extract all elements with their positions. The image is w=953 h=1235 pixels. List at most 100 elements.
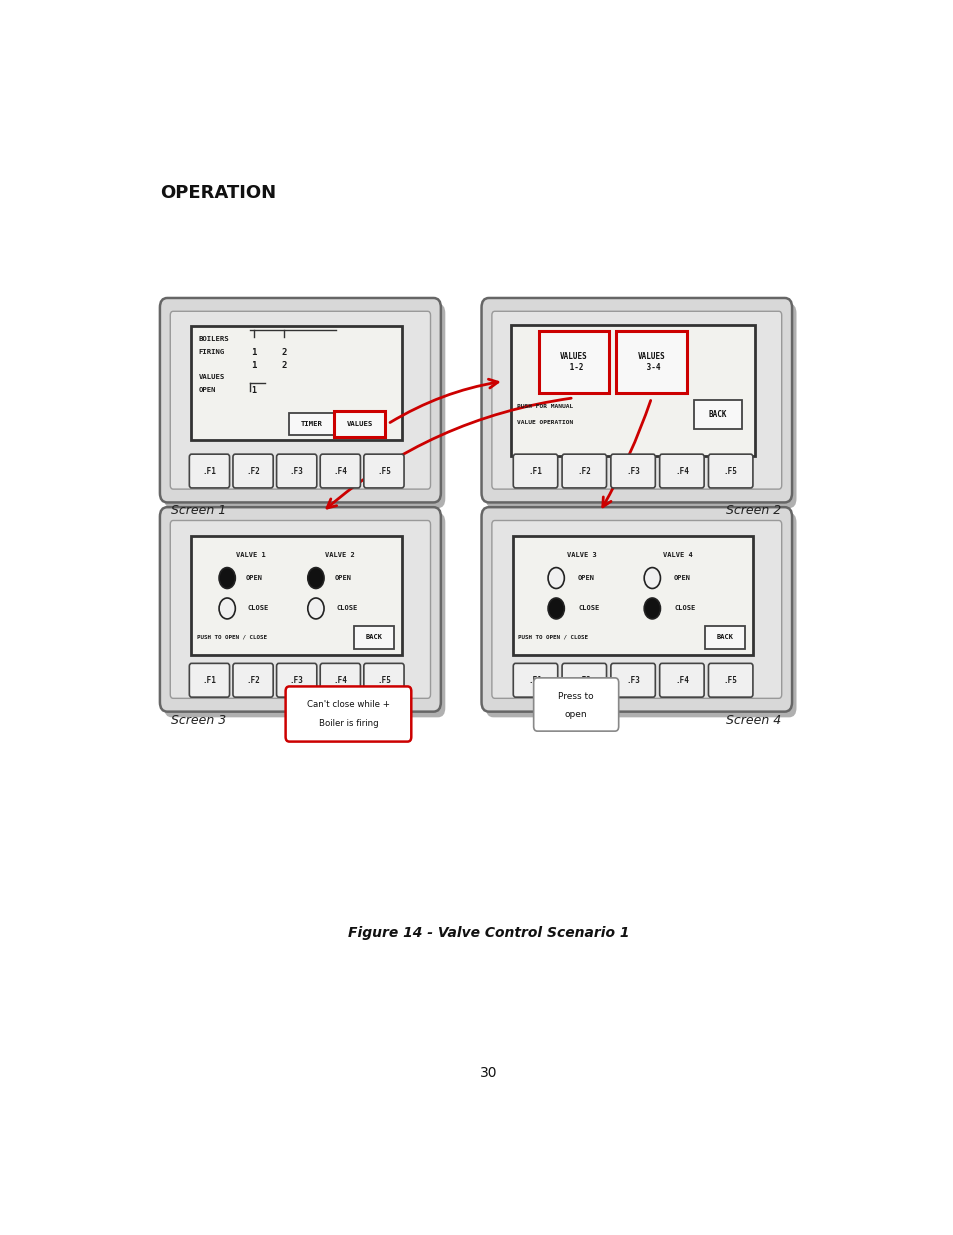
Text: .F3: .F3 — [625, 467, 639, 475]
Bar — [192, 536, 401, 655]
FancyBboxPatch shape — [659, 454, 703, 488]
FancyBboxPatch shape — [485, 304, 796, 508]
Text: VALUES
 3-4: VALUES 3-4 — [637, 352, 665, 372]
FancyBboxPatch shape — [233, 454, 273, 488]
Text: .F4: .F4 — [333, 676, 347, 684]
Text: .F3: .F3 — [290, 467, 303, 475]
Text: VALUES: VALUES — [198, 374, 225, 380]
Text: Screen 2: Screen 2 — [725, 504, 781, 517]
FancyBboxPatch shape — [533, 678, 618, 731]
FancyBboxPatch shape — [320, 663, 360, 697]
FancyBboxPatch shape — [160, 508, 440, 711]
FancyBboxPatch shape — [610, 663, 655, 697]
FancyBboxPatch shape — [708, 663, 752, 697]
Bar — [513, 536, 753, 655]
Text: 1: 1 — [252, 348, 256, 357]
Text: .F2: .F2 — [246, 676, 260, 684]
Text: OPEN: OPEN — [577, 576, 594, 580]
Text: BACK: BACK — [716, 635, 733, 641]
Text: OPEN: OPEN — [673, 576, 690, 580]
Bar — [694, 400, 741, 429]
FancyBboxPatch shape — [233, 663, 273, 697]
Text: open: open — [564, 710, 587, 719]
Text: VALUES: VALUES — [346, 421, 373, 427]
FancyBboxPatch shape — [708, 454, 752, 488]
Text: VALVE 1: VALVE 1 — [235, 552, 266, 558]
Text: PUSH FOR MANUAL: PUSH FOR MANUAL — [517, 404, 573, 409]
Text: .F1: .F1 — [528, 467, 542, 475]
Circle shape — [219, 568, 235, 589]
FancyBboxPatch shape — [363, 663, 404, 697]
FancyBboxPatch shape — [189, 454, 230, 488]
Text: CLOSE: CLOSE — [578, 605, 598, 611]
FancyBboxPatch shape — [481, 508, 791, 711]
Text: Can't close while +: Can't close while + — [307, 700, 390, 709]
Text: CLOSE: CLOSE — [336, 605, 357, 611]
Text: PUSH TO OPEN / CLOSE: PUSH TO OPEN / CLOSE — [517, 635, 587, 640]
FancyBboxPatch shape — [170, 311, 430, 489]
FancyBboxPatch shape — [481, 298, 791, 503]
FancyBboxPatch shape — [492, 520, 781, 698]
FancyBboxPatch shape — [189, 663, 230, 697]
Text: CLOSE: CLOSE — [674, 605, 695, 611]
FancyBboxPatch shape — [170, 520, 430, 698]
FancyBboxPatch shape — [561, 663, 606, 697]
FancyBboxPatch shape — [513, 663, 558, 697]
Circle shape — [308, 598, 324, 619]
FancyBboxPatch shape — [160, 298, 440, 503]
Text: .F3: .F3 — [625, 676, 639, 684]
Bar — [289, 412, 334, 436]
FancyBboxPatch shape — [276, 454, 316, 488]
Text: .F1: .F1 — [202, 467, 216, 475]
FancyBboxPatch shape — [164, 304, 445, 508]
Text: OPEN: OPEN — [246, 576, 263, 580]
Text: VALVE 2: VALVE 2 — [324, 552, 355, 558]
Text: VALVE 3: VALVE 3 — [567, 552, 597, 558]
Circle shape — [219, 598, 235, 619]
FancyBboxPatch shape — [363, 454, 404, 488]
FancyBboxPatch shape — [561, 454, 606, 488]
Bar — [511, 325, 755, 456]
Text: TIMER: TIMER — [300, 421, 322, 427]
Text: BOILERS: BOILERS — [198, 336, 229, 342]
Bar — [354, 626, 394, 648]
Text: .F3: .F3 — [290, 676, 303, 684]
Text: .F4: .F4 — [675, 467, 688, 475]
Text: Screen 1: Screen 1 — [171, 504, 226, 517]
Text: .F2: .F2 — [577, 676, 591, 684]
Text: 2: 2 — [281, 348, 286, 357]
Text: .F5: .F5 — [723, 467, 737, 475]
FancyBboxPatch shape — [276, 663, 316, 697]
Circle shape — [547, 598, 564, 619]
Text: Screen 4: Screen 4 — [725, 714, 781, 726]
Text: OPEN: OPEN — [335, 576, 352, 580]
Text: Boiler is firing: Boiler is firing — [318, 719, 377, 727]
Text: FIRING: FIRING — [198, 348, 225, 354]
Text: 2: 2 — [281, 362, 286, 370]
Text: .F2: .F2 — [577, 467, 591, 475]
FancyBboxPatch shape — [513, 454, 558, 488]
Text: VALUE OPERATION: VALUE OPERATION — [517, 420, 573, 425]
Text: .F4: .F4 — [675, 676, 688, 684]
Text: OPERATION: OPERATION — [160, 184, 275, 203]
Bar — [538, 331, 608, 393]
Text: Press to: Press to — [558, 693, 594, 701]
Text: .F5: .F5 — [376, 676, 391, 684]
Text: PUSH TO OPEN / CLOSE: PUSH TO OPEN / CLOSE — [196, 635, 266, 640]
Text: 1: 1 — [252, 387, 256, 395]
Bar — [192, 326, 401, 440]
Circle shape — [547, 568, 564, 589]
Bar — [704, 626, 744, 648]
FancyBboxPatch shape — [492, 311, 781, 489]
FancyBboxPatch shape — [164, 513, 445, 718]
Text: OPEN: OPEN — [198, 387, 216, 393]
Circle shape — [643, 568, 659, 589]
Circle shape — [308, 568, 324, 589]
Text: Screen 3: Screen 3 — [171, 714, 226, 726]
Bar — [334, 411, 385, 437]
Text: BACK: BACK — [365, 635, 382, 641]
Text: .F5: .F5 — [376, 467, 391, 475]
FancyBboxPatch shape — [610, 454, 655, 488]
Text: .F2: .F2 — [246, 467, 260, 475]
Text: 1: 1 — [252, 362, 256, 370]
